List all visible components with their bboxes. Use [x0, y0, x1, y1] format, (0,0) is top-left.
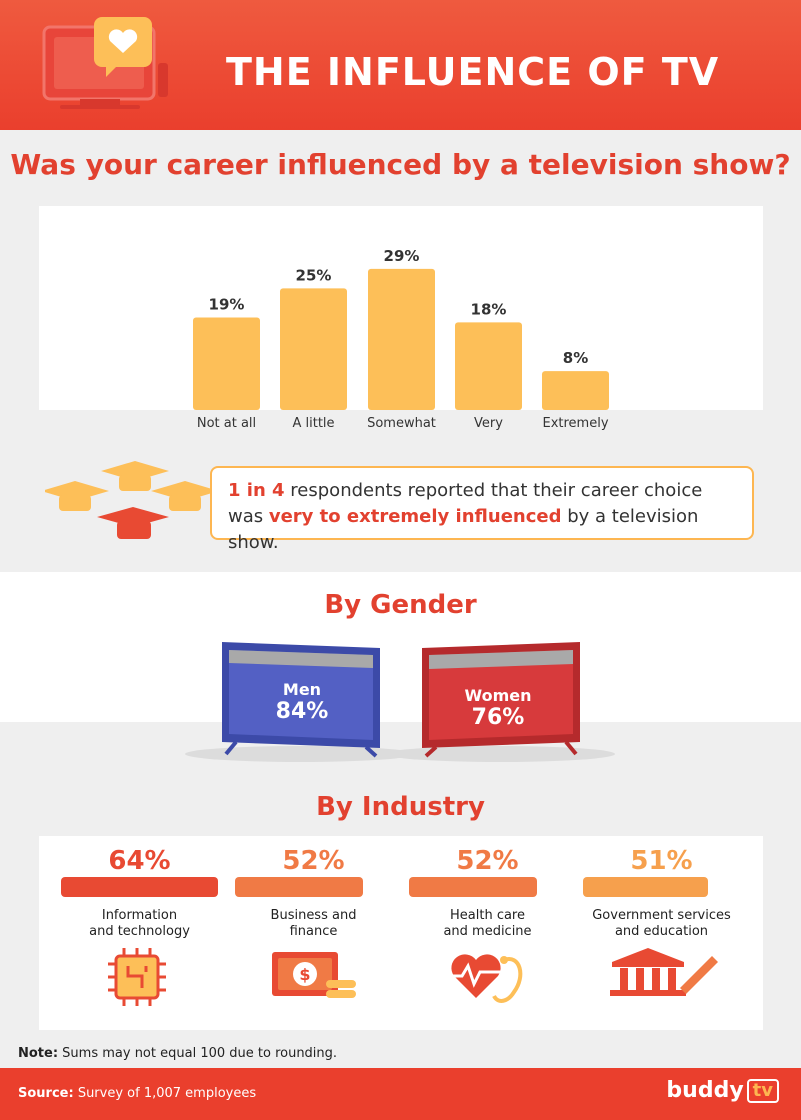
industry-label-line1: Information: [101, 908, 178, 923]
men-tv-screen: Men 84%: [252, 680, 352, 724]
callout-highlight-1: 1 in 4: [228, 480, 285, 501]
footer: Source: Survey of 1,007 employees buddy t…: [0, 1068, 801, 1120]
svg-text:$: $: [299, 965, 310, 984]
industry-label-line2: and technology: [89, 924, 190, 939]
industry-label-line1: Business and: [270, 908, 357, 923]
x-tick-label: Extremely: [542, 416, 609, 431]
note-text: Sums may not equal 100 due to rounding.: [58, 1046, 338, 1061]
gender-tvs: [185, 642, 615, 762]
callout-text-1: respondents reported that their career c…: [228, 480, 703, 527]
callout-text-2: by a television show.: [228, 506, 699, 553]
bar-very: [455, 322, 522, 410]
government-building-icon: [610, 948, 718, 996]
men-value: 84%: [275, 699, 329, 724]
industry-percent: 52%: [456, 846, 519, 876]
buddytv-logo: buddy tv: [666, 1078, 779, 1103]
note: Note: Sums may not equal 100 due to roun…: [18, 1046, 337, 1061]
men-label: Men: [282, 680, 322, 699]
header-banner: THE INFLUENCE OF TV: [0, 0, 801, 130]
gender-section: [0, 572, 801, 722]
bar-somewhat: [368, 268, 435, 410]
bar-value-label: 25%: [296, 266, 332, 284]
industry-label-line1: Government services: [592, 908, 731, 923]
note-label: Note:: [18, 1046, 59, 1061]
bar-value-label: 29%: [384, 247, 420, 265]
industry-bar: [61, 877, 218, 897]
bar-value-label: 18%: [471, 300, 507, 318]
industry-label-line2: and education: [614, 924, 709, 939]
source-text: Survey of 1,007 employees: [73, 1086, 257, 1101]
heart-stethoscope-icon: [448, 954, 523, 1003]
source-label: Source:: [18, 1086, 74, 1101]
x-tick-label: Very: [474, 416, 503, 431]
question-heading: Was your career influenced by a televisi…: [10, 148, 791, 181]
x-tick-label: Not at all: [196, 416, 257, 431]
industry-label: Business and finance: [234, 908, 394, 940]
callout-highlight-2: very to extremely influenced: [268, 506, 562, 527]
industry-bar: [583, 877, 709, 897]
industry-panel: [39, 836, 763, 1030]
logo-text: buddy: [666, 1078, 744, 1103]
industry-percent: 52%: [282, 846, 345, 876]
tv-heart-icon: [42, 17, 168, 109]
graduation-caps-icon: [45, 461, 215, 539]
industry-heading: By Industry: [316, 792, 485, 822]
bar-value-label: 19%: [209, 296, 245, 314]
logo-tv: tv: [746, 1078, 779, 1103]
key-finding-callout: 1 in 4 respondents reported that their c…: [210, 466, 754, 553]
bar-a-little: [280, 288, 347, 410]
bar-extremely: [542, 371, 609, 410]
women-label: Women: [464, 686, 532, 705]
industry-label: Health care and medicine: [408, 908, 568, 940]
industry-label-line2: and medicine: [443, 924, 532, 939]
women-tv-screen: Women 76%: [448, 686, 548, 730]
x-tick-label: Somewhat: [367, 416, 436, 431]
page-title: THE INFLUENCE OF TV: [226, 50, 720, 94]
industry-bar: [235, 877, 363, 897]
industry-percent: 51%: [630, 846, 693, 876]
women-value: 76%: [471, 705, 525, 730]
industry-bar: [409, 877, 537, 897]
bar-not-at-all: [193, 317, 260, 410]
x-tick-label: A little: [292, 416, 335, 431]
career-influence-bar-chart: 19% 25% 29% 18% 8%: [193, 247, 609, 410]
industry-label: Information and technology: [60, 908, 220, 940]
gender-heading: By Gender: [324, 590, 477, 620]
source: Source: Survey of 1,007 employees: [18, 1086, 256, 1101]
bar-value-label: 8%: [563, 349, 588, 367]
men-tv-icon: [222, 642, 380, 758]
money-icon: $: [272, 952, 356, 998]
women-tv-icon: [422, 642, 580, 758]
industry-label-line2: finance: [289, 924, 338, 939]
circuit-chip-icon: [108, 948, 166, 1006]
industry-percent: 64%: [108, 846, 171, 876]
industry-label-line1: Health care: [450, 908, 525, 923]
industry-label: Government services and education: [582, 908, 742, 940]
